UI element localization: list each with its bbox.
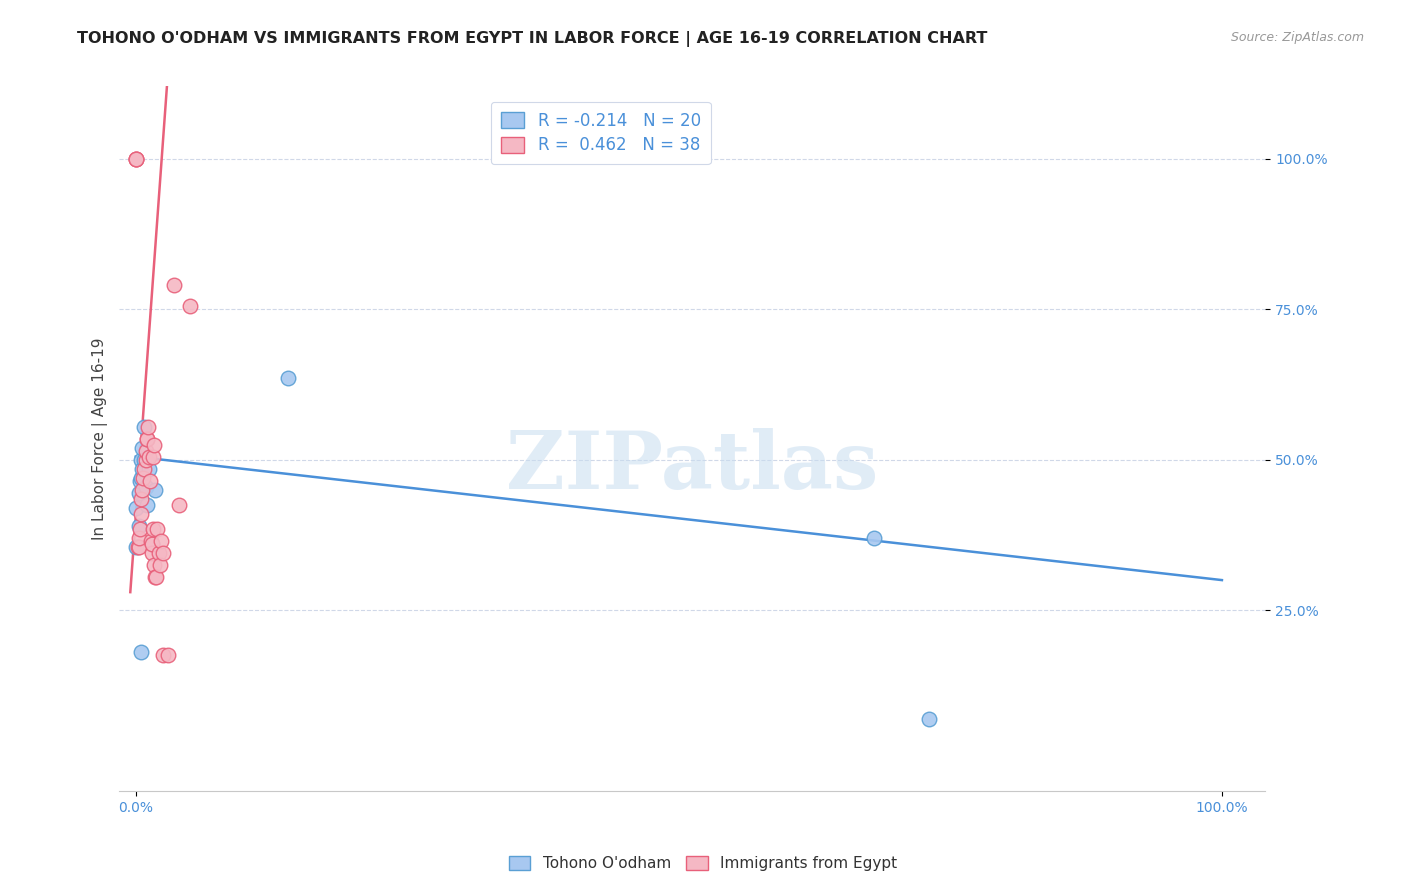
Point [129,452,152,467]
Point [135,432,157,446]
Point [141,537,163,551]
Point [125,152,148,166]
Text: Source: ZipAtlas.com: Source: ZipAtlas.com [1230,31,1364,45]
Point [152,648,174,663]
Y-axis label: In Labor Force | Age 16-19: In Labor Force | Age 16-19 [93,337,108,540]
Point [141,537,163,551]
Point [138,450,160,464]
Point [152,546,174,560]
Point [149,558,172,572]
Point [134,419,156,434]
Point [142,522,165,536]
Legend: R = -0.214   N = 20, R =  0.462   N = 38: R = -0.214 N = 20, R = 0.462 N = 38 [491,102,710,164]
Text: TOHONO O'ODHAM VS IMMIGRANTS FROM EGYPT IN LABOR FORCE | AGE 16-19 CORRELATION C: TOHONO O'ODHAM VS IMMIGRANTS FROM EGYPT … [77,31,987,47]
Point [135,498,157,512]
Point [132,471,155,485]
Point [277,371,299,385]
Point [143,437,166,451]
Point [125,500,148,515]
Point [125,152,148,166]
Point [142,450,165,464]
Text: ZIPatlas: ZIPatlas [506,428,879,506]
Point [128,485,150,500]
Point [163,278,186,293]
Point [143,483,166,497]
Point [138,461,160,475]
Point [145,570,167,584]
Point [129,471,152,485]
Point [149,533,172,548]
Point [127,540,149,554]
Point [143,558,166,572]
Point [157,648,180,663]
Point [917,712,939,726]
Point [129,522,152,536]
Point [131,483,153,497]
Point [139,533,162,548]
Legend: Tohono O'odham, Immigrants from Egypt: Tohono O'odham, Immigrants from Egypt [503,849,903,877]
Point [148,546,170,560]
Point [128,531,150,545]
Point [134,461,156,475]
Point [167,498,190,512]
Point [125,152,148,166]
Point [179,299,201,313]
Point [135,432,157,446]
Point [139,474,162,488]
Point [129,645,152,659]
Point [125,540,148,554]
Point [128,519,150,533]
Point [146,522,169,536]
Point [863,531,886,545]
Point [134,452,156,467]
Point [129,507,152,521]
Point [131,461,153,475]
Point [141,546,163,560]
Point [136,419,159,434]
Point [128,540,150,554]
Point [129,491,152,506]
Point [134,452,156,467]
Point [134,443,156,458]
Point [131,441,153,455]
Point [143,570,166,584]
Point [129,474,152,488]
Point [134,480,156,494]
